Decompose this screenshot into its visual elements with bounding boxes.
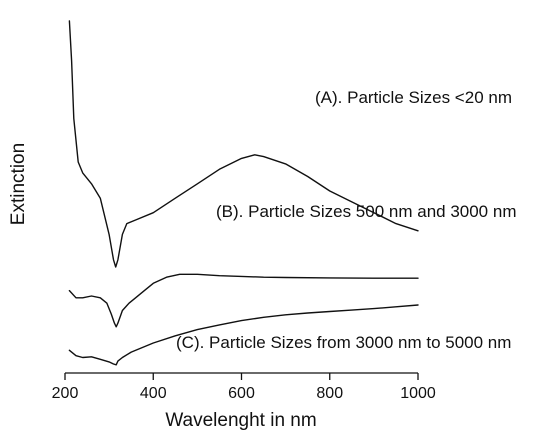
x-axis-label: Wavelenght in nm [165,410,316,431]
annotation-group: (A). Particle Sizes <20 nm (B). Particle… [176,88,516,352]
curve-a [68,20,419,268]
curve-group [68,20,419,366]
annotation-c-label: (C). Particle Sizes from 3000 nm to 5000… [176,333,511,352]
curve-b [68,273,419,328]
annotation-b-label: (B). Particle Sizes 500 nm and 3000 nm [216,202,516,221]
x-tick-label: 400 [140,385,167,402]
x-tick-label: 200 [52,385,79,402]
annotation-a-label: (A). Particle Sizes <20 nm [315,88,512,107]
x-tick-group: 200 400 600 800 1000 [52,373,436,402]
x-tick-label: 600 [228,385,255,402]
x-tick-label: 1000 [400,385,436,402]
curve-c [68,304,419,366]
x-tick-label: 800 [316,385,343,402]
y-axis-label: Extinction [8,143,29,225]
